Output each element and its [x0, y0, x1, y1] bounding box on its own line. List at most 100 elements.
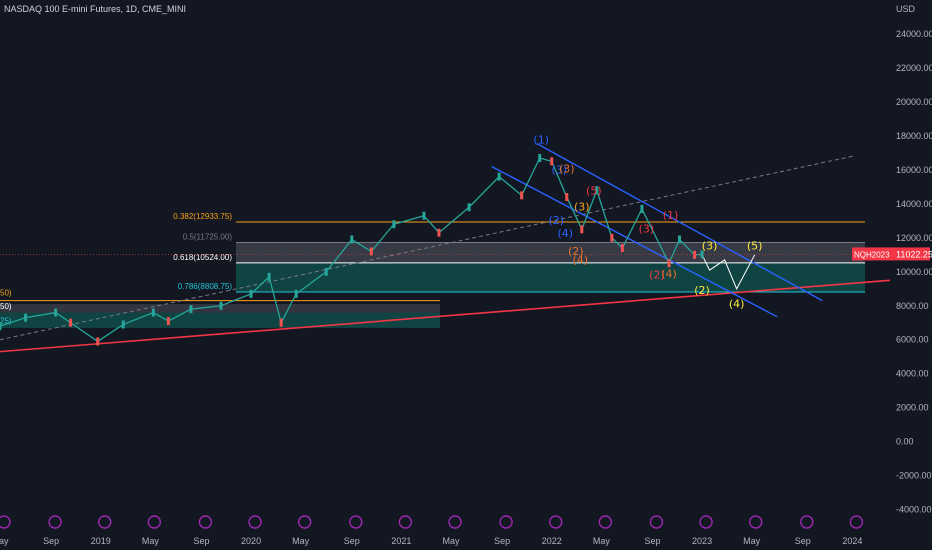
- price-candle: [467, 203, 471, 212]
- price-candle: [294, 289, 298, 298]
- channel-lower-line: [491, 165, 778, 318]
- event-marker-icon: [748, 515, 763, 529]
- price-candle: [497, 172, 501, 181]
- x-tick-label: May: [0, 536, 9, 546]
- event-markers: [0, 515, 864, 529]
- x-tick-label: 2019: [91, 536, 111, 546]
- x-tick-label: 2023: [692, 536, 712, 546]
- price-candle: [550, 157, 554, 166]
- x-tick-label: May: [142, 536, 160, 546]
- price-candle: [249, 289, 253, 298]
- left-fib-label: 50): [0, 302, 12, 311]
- fib-level-label: 0.5(11725.00): [183, 232, 233, 241]
- fib-level-label: 0.786(8808.75): [178, 282, 233, 291]
- price-candle: [324, 267, 328, 276]
- price-candle: [678, 235, 682, 244]
- wave-label: (3): [551, 163, 567, 176]
- drawing-lines: [0, 142, 891, 353]
- price-candle: [369, 247, 373, 256]
- x-tick-label: May: [593, 536, 611, 546]
- event-marker-icon: [649, 515, 664, 529]
- event-marker-icon: [800, 515, 814, 529]
- price-axis[interactable]: USD -4000.00 -2000.00 0.00 2000.00 4000.00 600…: [852, 4, 932, 515]
- channel-upper-line: [536, 142, 823, 302]
- wave-label: (2): [568, 245, 584, 258]
- price-candle: [595, 186, 599, 195]
- price-candle: [580, 225, 584, 234]
- x-tick-label: 2024: [842, 536, 862, 546]
- x-tick-label: Sep: [43, 536, 59, 546]
- x-tick-label: Sep: [344, 536, 360, 546]
- wave-label: (5): [586, 185, 602, 198]
- wave-label: (4): [573, 253, 589, 266]
- x-tick-label: 2020: [241, 536, 261, 546]
- price-candle: [267, 272, 271, 281]
- y-tick-label: 22000.00: [896, 63, 932, 73]
- wave-label: (1): [533, 134, 549, 147]
- y-tick-label: 16000.00: [896, 165, 932, 175]
- price-candle: [565, 193, 569, 202]
- x-tick-label: Sep: [494, 536, 510, 546]
- price-candle: [69, 318, 73, 327]
- price-candle: [54, 308, 58, 317]
- event-marker-icon: [297, 515, 312, 529]
- price-candle: [693, 250, 697, 259]
- price-tag-symbol: NQH2023: [854, 250, 890, 259]
- fib-zone-0-5: [236, 242, 865, 263]
- y-tick-label: 10000.00: [896, 267, 932, 277]
- time-axis[interactable]: May Sep 2019 May Sep 2020 May Sep 2021 May Sep 2022…: [0, 536, 862, 546]
- wave-label: (5): [747, 240, 763, 253]
- price-candle: [166, 317, 170, 326]
- y-tick-label: 0.00: [896, 437, 914, 447]
- price-candle: [24, 313, 28, 322]
- event-marker-icon: [849, 515, 864, 529]
- wave-label: (2): [649, 269, 665, 282]
- x-tick-label: 2022: [542, 536, 562, 546]
- event-marker-icon: [98, 515, 112, 529]
- fib-level-label: 0.382(12933.75): [173, 212, 232, 221]
- wave-label: (3): [639, 223, 655, 236]
- price-candle: [610, 233, 614, 242]
- price-candle: [392, 220, 396, 229]
- event-marker-icon: [699, 515, 713, 529]
- wave-label: (2): [694, 284, 710, 297]
- y-tick-label: 24000.00: [896, 29, 932, 39]
- y-tick-label: 8000.00: [896, 301, 929, 311]
- dashed-trendline: [0, 155, 853, 341]
- y-tick-label: 4000.00: [896, 369, 929, 379]
- x-tick-label: Sep: [795, 536, 811, 546]
- axis-currency-label: USD: [896, 4, 916, 14]
- x-tick-label: May: [443, 536, 461, 546]
- price-candle: [219, 301, 223, 310]
- chart-title: NASDAQ 100 E-mini Futures, 1D, CME_MINI: [4, 4, 187, 14]
- event-marker-icon: [198, 515, 213, 529]
- x-tick-label: Sep: [193, 536, 209, 546]
- price-candle: [279, 318, 283, 327]
- price-candle: [0, 322, 2, 331]
- fib-zone-0-618: [236, 262, 865, 293]
- price-tag-value: 11022.25: [896, 249, 932, 259]
- event-marker-icon: [499, 515, 513, 529]
- x-tick-label: Sep: [644, 536, 660, 546]
- wave-label: (3): [702, 240, 718, 253]
- y-tick-label: -4000.00: [896, 505, 932, 515]
- wave-label: (3): [559, 162, 575, 175]
- support-trendline: [0, 279, 891, 353]
- price-candle: [620, 244, 624, 253]
- price-candle: [350, 235, 354, 244]
- price-series: [0, 153, 890, 346]
- wave-label: (3): [574, 201, 590, 214]
- event-marker-icon: [147, 515, 162, 529]
- event-marker-icon: [349, 515, 363, 529]
- x-tick-label: May: [743, 536, 761, 546]
- event-marker-icon: [549, 515, 563, 529]
- price-candle: [422, 211, 426, 220]
- wave-label: (2): [548, 214, 564, 227]
- event-marker-icon: [398, 515, 413, 529]
- wave-label: (4): [557, 227, 573, 240]
- y-tick-label: 18000.00: [896, 131, 932, 141]
- fib-level-label: 0.618(10524.00): [173, 253, 232, 262]
- y-tick-label: 20000.00: [896, 97, 932, 107]
- event-marker-icon: [598, 515, 613, 529]
